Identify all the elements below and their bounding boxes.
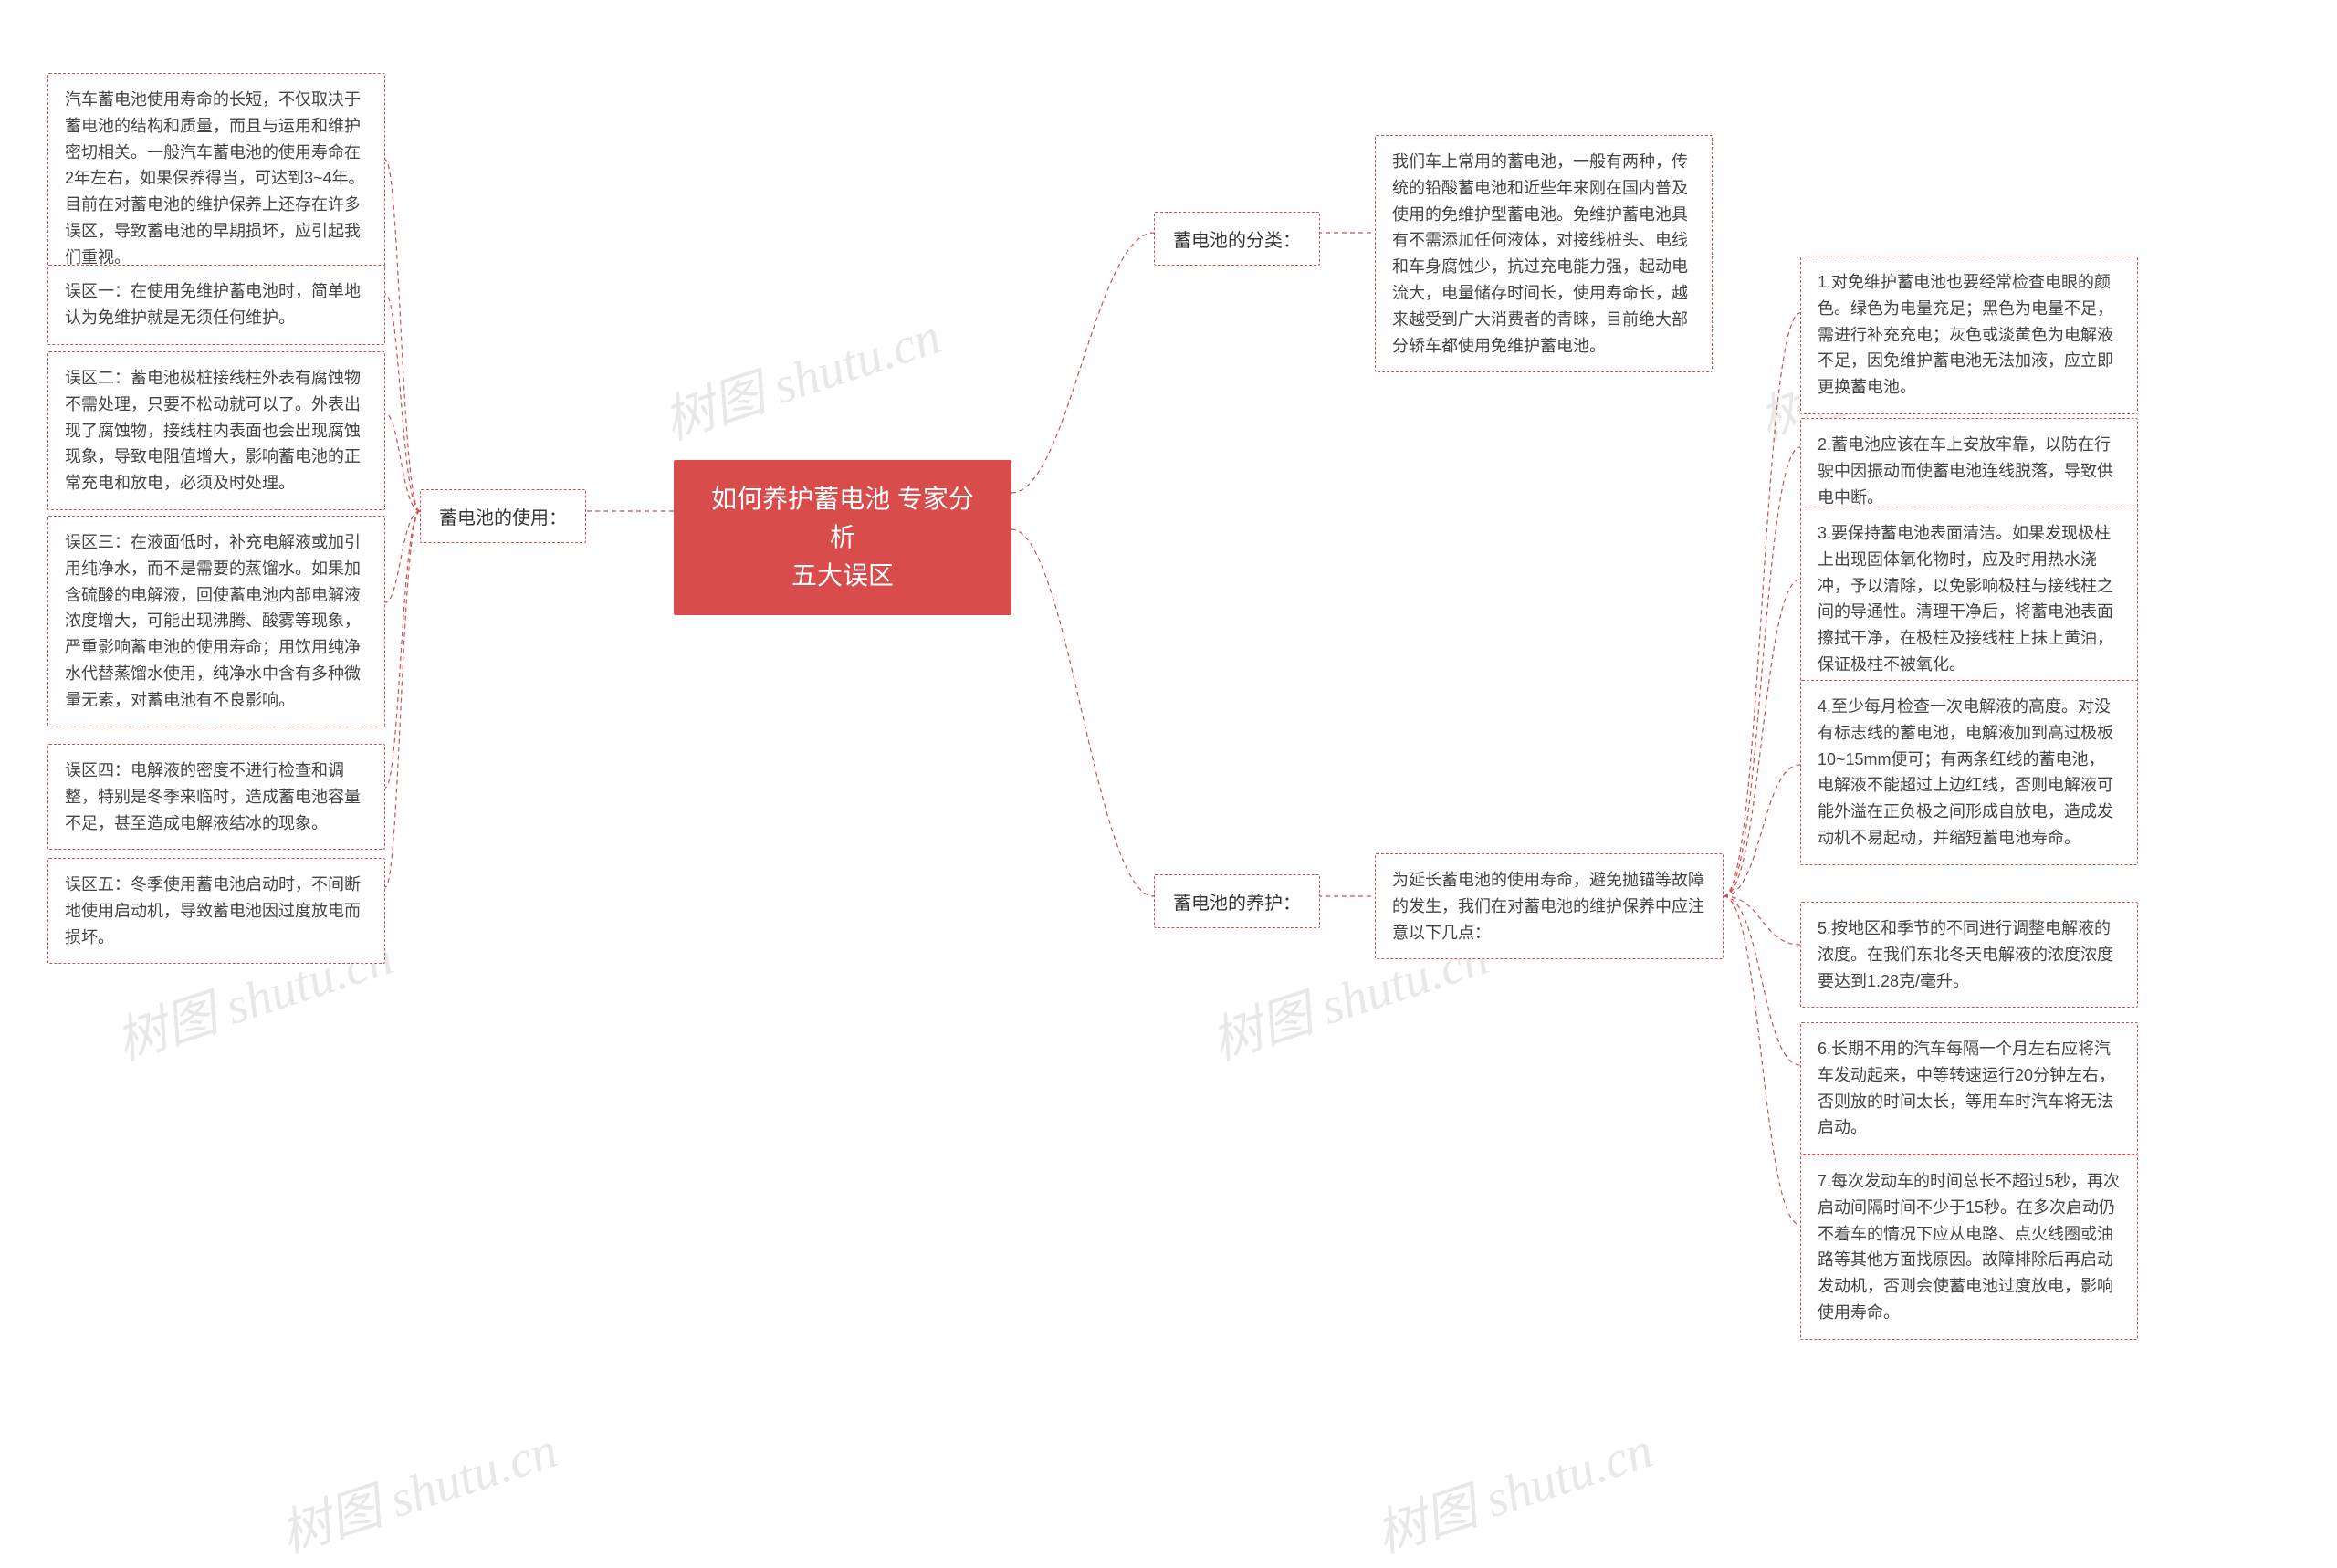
leaf-maintenance-4[interactable]: 4.至少每月检查一次电解液的高度。对没有标志线的蓄电池，电解液加到高过极板10~… — [1800, 680, 2138, 865]
branch-usage[interactable]: 蓄电池的使用： — [420, 489, 586, 543]
watermark: 树图 shutu.cn — [269, 1408, 565, 1567]
leaf-maintenance-1[interactable]: 1.对免维护蓄电池也要经常检查电眼的颜色。绿色为电量充足；黑色为电量不足，需进行… — [1800, 256, 2138, 414]
mindmap-canvas: 树图 shutu.cn 树图 shutu.cn 树图 shutu.cn 树图 s… — [0, 0, 2337, 1516]
leaf-classification-1[interactable]: 我们车上常用的蓄电池，一般有两种，传统的铅酸蓄电池和近些年来刚在国内普及使用的免… — [1375, 135, 1713, 372]
leaf-maintenance-intro[interactable]: 为延长蓄电池的使用寿命，避免抛锚等故障的发生，我们在对蓄电池的维护保养中应注意以… — [1375, 853, 1724, 959]
watermark: 树图 shutu.cn — [1365, 1408, 1661, 1567]
leaf-maintenance-7[interactable]: 7.每次发动车的时间总长不超过5秒，再次启动间隔时间不少于15秒。在多次启动仍不… — [1800, 1155, 2138, 1340]
leaf-usage-mistake-3[interactable]: 误区三：在液面低时，补充电解液或加引用纯净水，而不是需要的蒸馏水。如果加含硫酸的… — [47, 516, 385, 727]
root-title-line1: 如何养护蓄电池 专家分析 — [701, 480, 984, 557]
leaf-maintenance-5[interactable]: 5.按地区和季节的不同进行调整电解液的浓度。在我们东北冬天电解液的浓度浓度要达到… — [1800, 902, 2138, 1008]
root-node[interactable]: 如何养护蓄电池 专家分析 五大误区 — [674, 460, 1011, 615]
leaf-maintenance-6[interactable]: 6.长期不用的汽车每隔一个月左右应将汽车发动起来，中等转速运行20分钟左右，否则… — [1800, 1022, 2138, 1155]
leaf-usage-mistake-1[interactable]: 误区一：在使用免维护蓄电池时，简单地认为免维护就是无须任何维护。 — [47, 265, 385, 345]
leaf-usage-mistake-5[interactable]: 误区五：冬季使用蓄电池启动时，不间断地使用启动机，导致蓄电池因过度放电而损坏。 — [47, 858, 385, 964]
leaf-usage-mistake-4[interactable]: 误区四：电解液的密度不进行检查和调整，特别是冬季来临时，造成蓄电池容量不足，甚至… — [47, 744, 385, 850]
leaf-usage-mistake-2[interactable]: 误区二：蓄电池极桩接线柱外表有腐蚀物不需处理，只要不松动就可以了。外表出现了腐蚀… — [47, 351, 385, 510]
leaf-maintenance-3[interactable]: 3.要保持蓄电池表面清洁。如果发现极柱上出现固体氧化物时，应及时用热水浇冲，予以… — [1800, 507, 2138, 692]
root-title-line2: 五大误区 — [701, 557, 984, 595]
watermark: 树图 shutu.cn — [653, 295, 948, 454]
branch-classification[interactable]: 蓄电池的分类： — [1154, 212, 1320, 266]
leaf-usage-intro[interactable]: 汽车蓄电池使用寿命的长短，不仅取决于蓄电池的结构和质量，而且与运用和维护密切相关… — [47, 73, 385, 285]
branch-maintenance[interactable]: 蓄电池的养护： — [1154, 874, 1320, 928]
